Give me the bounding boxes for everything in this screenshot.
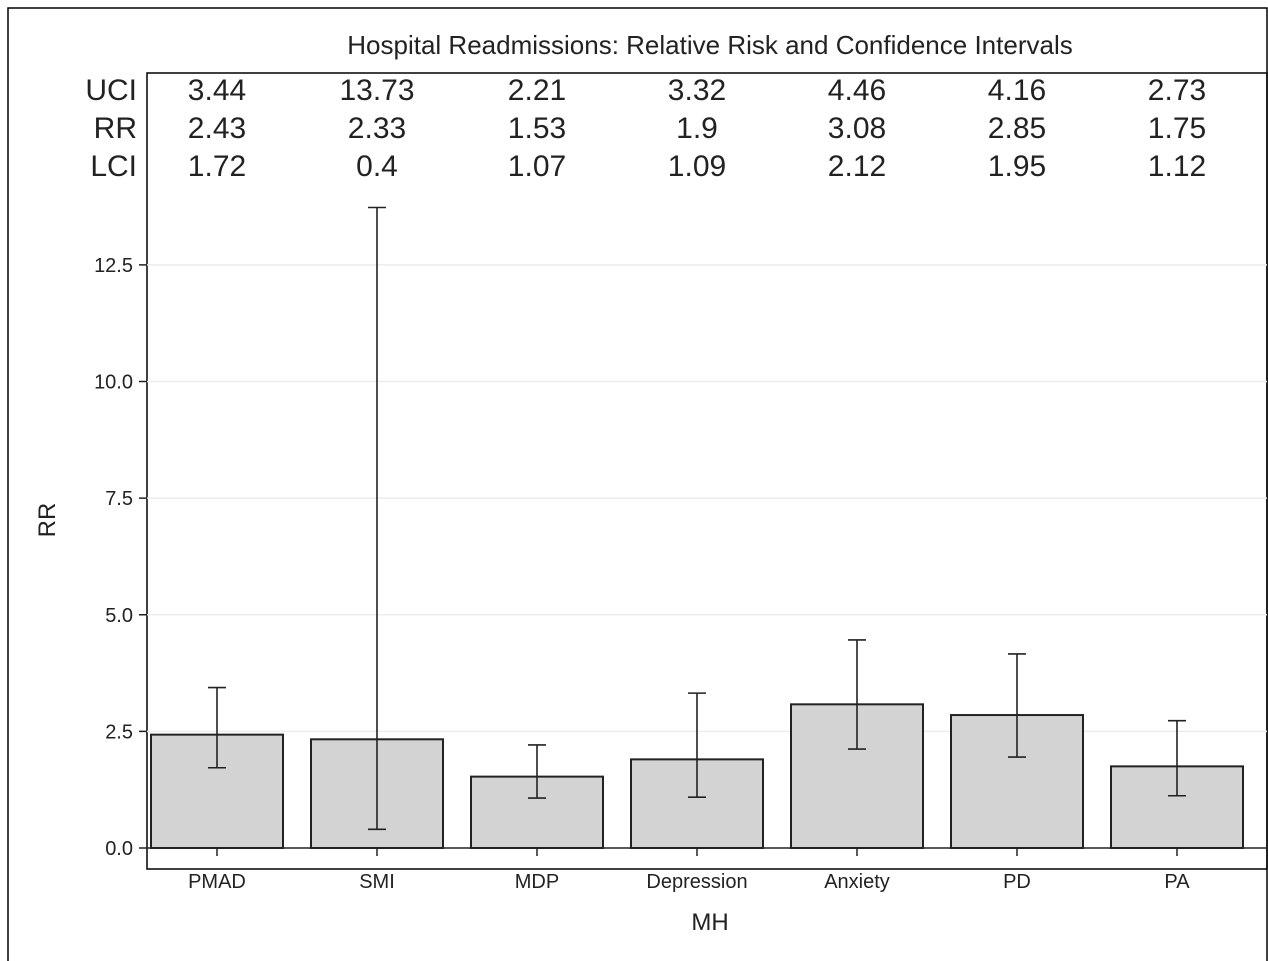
stat-value-rr: 1.9 <box>676 112 718 145</box>
x-tick-label: PD <box>1003 871 1031 893</box>
stat-value-lci: 1.07 <box>508 150 566 183</box>
stat-value-lci: 1.12 <box>1148 150 1206 183</box>
y-tick-label: 5.0 <box>105 605 133 627</box>
stat-value-lci: 1.95 <box>988 150 1046 183</box>
stat-value-uci: 2.73 <box>1148 74 1206 107</box>
stat-value-rr: 2.43 <box>188 112 246 145</box>
y-tick-label: 10.0 <box>94 372 133 394</box>
y-tick-label: 7.5 <box>105 488 133 510</box>
plot-area <box>146 72 1268 870</box>
stat-value-uci: 3.32 <box>668 74 726 107</box>
chart-title: Hospital Readmissions: Relative Risk and… <box>347 30 1072 60</box>
stat-row-label-uci: UCI <box>85 74 137 107</box>
x-axis-label: MH <box>691 909 728 936</box>
stat-row-label-lci: LCI <box>90 150 137 183</box>
x-tick-label: PMAD <box>188 871 246 893</box>
stat-value-lci: 2.12 <box>828 150 886 183</box>
stat-value-rr: 1.53 <box>508 112 566 145</box>
stat-value-lci: 1.72 <box>188 150 246 183</box>
stat-value-rr: 3.08 <box>828 112 886 145</box>
y-tick-label: 2.5 <box>105 721 133 743</box>
stat-table: UCI 3.44 13.73 2.21 3.32 4.46 4.16 2.73 RR 2.43 2.… <box>85 74 1206 183</box>
stat-value-rr: 2.33 <box>348 112 406 145</box>
stat-value-uci: 4.16 <box>988 74 1046 107</box>
y-axis-label: RR <box>34 503 61 538</box>
x-tick-label: SMI <box>359 871 395 893</box>
x-tick-label: MDP <box>515 871 559 893</box>
stat-value-uci: 13.73 <box>339 74 414 107</box>
stat-value-uci: 2.21 <box>508 74 566 107</box>
stat-value-rr: 1.75 <box>1148 112 1206 145</box>
grid-lines <box>147 264 1267 733</box>
stat-value-uci: 4.46 <box>828 74 886 107</box>
error-bars <box>208 206 1186 831</box>
y-tick-label: 12.5 <box>94 255 133 277</box>
x-tick-label: Depression <box>646 871 747 893</box>
stat-value-rr: 2.85 <box>988 112 1046 145</box>
stat-value-lci: 1.09 <box>668 150 726 183</box>
x-tick-label: PA <box>1164 871 1190 893</box>
x-tick-label: Anxiety <box>824 871 890 893</box>
y-axis: 0.0 2.5 5.0 7.5 10.0 12.5 <box>94 255 147 860</box>
stat-value-lci: 0.4 <box>356 150 398 183</box>
stat-row-label-rr: RR <box>94 112 137 145</box>
stat-value-uci: 3.44 <box>188 74 246 107</box>
y-tick-label: 0.0 <box>105 838 133 860</box>
x-axis: PMAD SMI MDP Depression Anxiety PD PA <box>147 847 1267 893</box>
